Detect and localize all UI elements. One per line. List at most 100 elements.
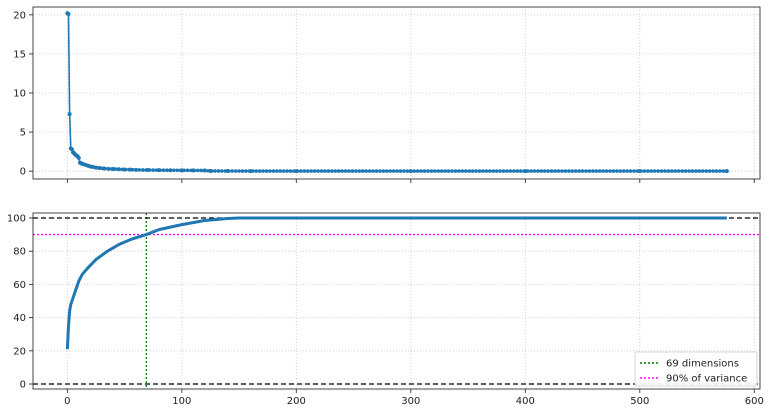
y-tick-label: 0 xyxy=(20,167,26,178)
y-tick-label: 5 xyxy=(20,128,26,139)
data-point xyxy=(409,169,413,173)
data-point xyxy=(415,169,420,173)
data-point xyxy=(185,168,190,173)
data-point xyxy=(611,169,616,173)
top-panel-eigenvalues: 0 5 10 15 20 xyxy=(13,6,761,183)
data-point xyxy=(518,169,523,173)
data-point xyxy=(196,168,200,173)
data-point xyxy=(350,169,355,173)
data-point xyxy=(216,169,221,173)
data-point xyxy=(683,169,688,173)
data-point xyxy=(271,169,276,173)
data-point xyxy=(536,169,540,173)
y-tick-label: 40 xyxy=(13,313,26,324)
data-point xyxy=(508,169,513,173)
data-point xyxy=(76,155,81,160)
x-tick-label: 100 xyxy=(172,396,191,407)
data-point xyxy=(141,168,145,172)
data-point xyxy=(237,169,241,173)
data-point xyxy=(292,169,296,173)
data-point xyxy=(326,169,331,173)
data-point xyxy=(120,167,125,172)
data-point xyxy=(573,169,578,173)
data-point xyxy=(240,169,245,173)
data-point xyxy=(625,169,629,173)
data-point xyxy=(635,169,640,173)
data-point xyxy=(460,169,465,173)
data-point xyxy=(642,169,647,173)
data-point xyxy=(673,169,678,173)
data-point xyxy=(608,169,612,173)
data-point xyxy=(175,168,180,173)
data-point xyxy=(463,169,468,173)
data-point xyxy=(336,169,341,173)
data-point xyxy=(656,169,660,173)
data-point xyxy=(433,169,437,173)
data-point xyxy=(278,169,283,173)
data-point xyxy=(670,169,674,173)
data-point xyxy=(529,169,533,173)
legend: 69 dimensions 90% of variance xyxy=(634,351,758,387)
data-point xyxy=(587,169,592,173)
series-line xyxy=(65,216,727,350)
data-point xyxy=(354,169,358,173)
x-tick-label: 500 xyxy=(630,396,649,407)
data-point xyxy=(82,162,87,167)
data-point xyxy=(491,169,496,173)
data-point xyxy=(422,169,427,173)
x-tick-label: 200 xyxy=(287,396,306,407)
data-point xyxy=(429,169,434,173)
data-point xyxy=(182,168,186,173)
data-point xyxy=(302,169,307,173)
data-point xyxy=(305,169,310,173)
data-point xyxy=(560,169,564,173)
data-point xyxy=(539,169,544,173)
data-point xyxy=(144,168,149,172)
y-tick-label: 20 xyxy=(13,346,26,357)
data-point xyxy=(711,169,715,173)
data-point xyxy=(388,169,393,173)
data-point xyxy=(412,169,417,173)
data-point xyxy=(505,169,509,173)
data-point xyxy=(584,169,588,173)
data-point xyxy=(391,169,396,173)
data-point xyxy=(632,169,636,173)
data-point xyxy=(374,169,379,173)
data-point xyxy=(384,169,389,173)
data-point xyxy=(223,169,228,173)
y-tick-label: 0 xyxy=(20,380,26,391)
data-point xyxy=(309,169,314,173)
data-point xyxy=(721,169,726,173)
data-point xyxy=(257,169,262,173)
data-point xyxy=(618,169,623,173)
y-tick-label: 100 xyxy=(7,213,26,224)
data-point xyxy=(367,169,372,173)
data-point xyxy=(525,169,530,173)
data-point xyxy=(676,169,681,173)
data-point xyxy=(264,169,269,173)
data-point xyxy=(597,169,602,173)
legend-label: 90% of variance xyxy=(666,374,747,385)
data-point xyxy=(357,169,362,173)
data-point xyxy=(704,169,708,173)
data-point xyxy=(168,168,173,173)
data-point xyxy=(515,169,520,173)
data-point xyxy=(395,169,399,173)
data-point xyxy=(347,169,351,173)
data-point xyxy=(251,169,255,173)
data-point xyxy=(649,169,654,173)
data-point xyxy=(165,168,169,173)
data-point xyxy=(130,167,135,172)
data-point xyxy=(457,169,461,173)
data-point xyxy=(93,165,97,170)
data-point xyxy=(477,169,482,173)
data-point xyxy=(501,169,506,173)
data-point xyxy=(233,169,238,173)
data-point xyxy=(343,169,348,173)
data-point xyxy=(666,169,671,173)
data-point xyxy=(498,169,502,173)
data-point xyxy=(127,167,131,172)
data-point xyxy=(512,169,516,173)
y-tick-label: 15 xyxy=(13,49,26,60)
